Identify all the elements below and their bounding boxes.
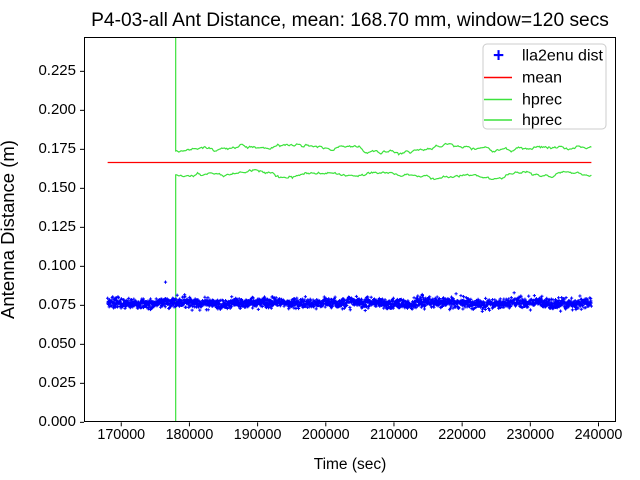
svg-text:220000: 220000: [438, 427, 486, 443]
svg-text:210000: 210000: [370, 427, 418, 443]
svg-text:lla2enu dist: lla2enu dist: [522, 48, 604, 65]
svg-text:240000: 240000: [575, 427, 623, 443]
svg-text:180000: 180000: [166, 427, 214, 443]
svg-text:Time (sec): Time (sec): [314, 456, 387, 473]
svg-text:0.100: 0.100: [38, 257, 76, 274]
svg-text:0.050: 0.050: [38, 335, 76, 352]
svg-text:0.025: 0.025: [38, 374, 76, 391]
svg-text:190000: 190000: [234, 427, 282, 443]
svg-text:0.150: 0.150: [38, 179, 76, 196]
svg-text:0.000: 0.000: [38, 413, 76, 430]
svg-text:0.175: 0.175: [38, 140, 76, 157]
svg-text:mean: mean: [522, 70, 562, 87]
svg-text:0.200: 0.200: [38, 101, 76, 118]
svg-text:P4-03-all Ant Distance, mean:: P4-03-all Ant Distance, mean: 168.70 mm,…: [91, 10, 609, 31]
svg-text:170000: 170000: [97, 427, 145, 443]
svg-text:0.225: 0.225: [38, 62, 76, 79]
svg-text:0.125: 0.125: [38, 218, 76, 235]
svg-text:Antenna Distance (m): Antenna Distance (m): [0, 140, 18, 319]
svg-text:230000: 230000: [506, 427, 554, 443]
svg-text:0.075: 0.075: [38, 296, 76, 313]
svg-text:200000: 200000: [302, 427, 350, 443]
svg-text:hprec: hprec: [522, 92, 562, 109]
svg-text:hprec: hprec: [522, 112, 562, 129]
svg-text:+: +: [493, 46, 504, 67]
